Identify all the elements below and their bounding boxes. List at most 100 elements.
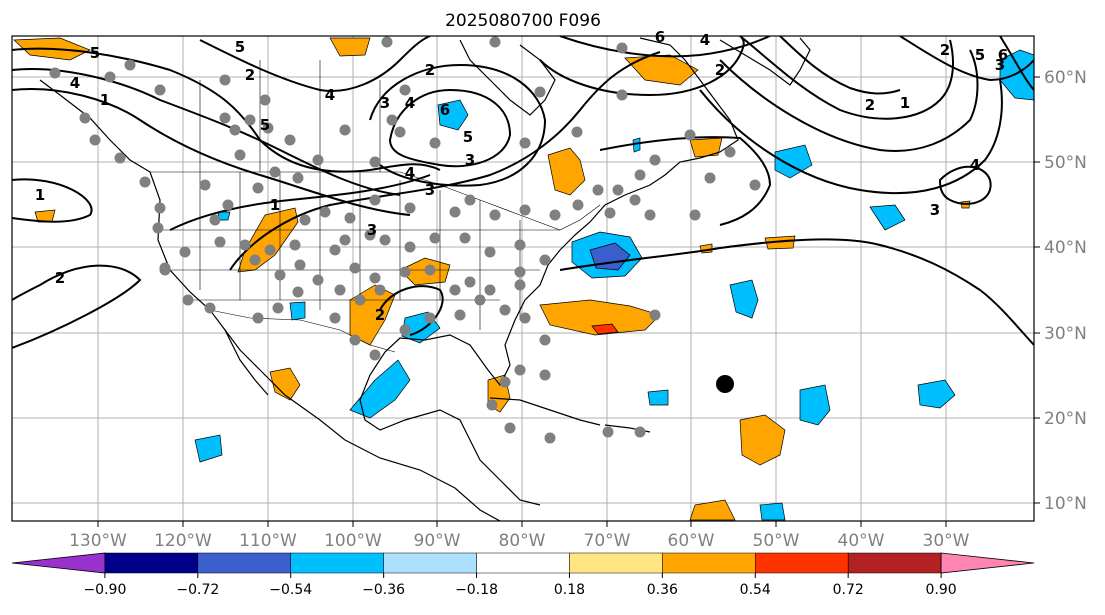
station-marker: [616, 89, 628, 101]
station-marker: [299, 214, 311, 226]
station-marker: [349, 334, 361, 346]
station-marker: [404, 202, 416, 214]
map-frame: [11, 35, 1035, 522]
anomaly-orange: [764, 235, 796, 250]
anomaly-cyan: [647, 389, 669, 406]
station-marker: [292, 286, 304, 298]
station-marker: [424, 312, 436, 324]
longitude-label: 90°W: [414, 531, 461, 551]
anomaly-red: [591, 323, 619, 335]
station-marker: [284, 134, 296, 146]
colorbar-tick-label: 0.36: [647, 582, 678, 598]
station-marker: [252, 182, 264, 194]
station-marker: [484, 284, 496, 296]
colorbar-tick-label: −0.72: [176, 582, 219, 598]
station-marker: [369, 349, 381, 361]
colorbar-segment: [383, 552, 477, 574]
station-marker: [249, 254, 261, 266]
contour-label: 4: [325, 86, 335, 104]
station-marker: [49, 67, 61, 79]
colorbar-segment: [197, 552, 291, 574]
coast-greenland: [719, 37, 811, 86]
station-marker: [364, 229, 376, 241]
station-marker: [272, 302, 284, 314]
map-background: [12, 36, 1034, 521]
station-marker: [514, 266, 526, 278]
station-marker: [369, 156, 381, 168]
station-marker: [571, 126, 583, 138]
latitude-label: 20°N: [1044, 409, 1087, 429]
station-marker: [592, 184, 604, 196]
station-marker: [379, 234, 391, 246]
station-markers: [49, 36, 761, 444]
contour-label: 3: [930, 201, 940, 219]
contour-label: 2: [715, 61, 725, 79]
colorbar-segment: [569, 552, 663, 574]
station-marker: [294, 259, 306, 271]
station-marker: [219, 112, 231, 124]
station-marker: [519, 204, 531, 216]
station-marker: [649, 309, 661, 321]
station-marker: [354, 294, 366, 306]
colorbar-segment: [662, 552, 756, 574]
anomaly-cyan: [437, 99, 469, 131]
station-marker: [374, 284, 386, 296]
station-marker: [539, 369, 551, 381]
latitude-label: 40°N: [1044, 238, 1087, 258]
colorbar-segment: [755, 552, 849, 574]
station-marker: [154, 84, 166, 96]
station-marker: [244, 114, 256, 126]
contour-label: 5: [463, 128, 473, 146]
longitude-axis: 130°W 120°W 110°W 100°W 90°W 80°W 70°W 60°W 50°W…: [69, 521, 970, 551]
station-marker: [229, 124, 241, 136]
station-marker: [399, 84, 411, 96]
contour-label: 2: [940, 41, 950, 59]
anomaly-cyan: [759, 502, 786, 521]
station-marker: [329, 312, 341, 324]
station-marker: [429, 232, 441, 244]
contour-label: 5: [235, 38, 245, 56]
station-marker: [464, 276, 476, 288]
anomaly-orange: [329, 37, 371, 57]
station-marker: [319, 206, 331, 218]
contour-label: 3: [995, 56, 1005, 74]
station-marker: [449, 284, 461, 296]
station-marker: [612, 184, 624, 196]
station-marker: [399, 324, 411, 336]
contour-label: 1: [270, 196, 280, 214]
colorbar-segment: [940, 552, 1035, 574]
anomaly-cyan: [729, 279, 759, 319]
map-content: [12, 36, 1034, 521]
province-lines: [199, 60, 381, 172]
station-marker: [274, 269, 286, 281]
station-marker: [724, 146, 736, 158]
contour-label: 5: [260, 116, 270, 134]
latitude-label: 50°N: [1044, 153, 1087, 173]
longitude-label: 70°W: [584, 531, 631, 551]
colorbar-tick-label: 0.54: [740, 582, 771, 598]
station-marker: [489, 36, 501, 48]
station-marker: [369, 272, 381, 284]
station-marker: [264, 244, 276, 256]
station-marker: [259, 94, 271, 106]
station-marker: [499, 304, 511, 316]
contour-label: 4: [970, 156, 980, 174]
contour-label: 2: [245, 66, 255, 84]
station-marker: [381, 36, 393, 48]
contour-label: 5: [90, 44, 100, 62]
station-marker: [424, 264, 436, 276]
station-marker: [394, 126, 406, 138]
coast-gulf-atlantic: [359, 249, 561, 506]
coast-cuba: [489, 397, 601, 426]
station-marker: [292, 172, 304, 184]
station-marker: [484, 246, 496, 258]
contour-label: 1: [100, 91, 110, 109]
contour-label: 4: [70, 74, 80, 92]
station-marker: [344, 212, 356, 224]
station-marker: [689, 209, 701, 221]
border-us-mexico: [209, 309, 396, 353]
station-marker: [179, 246, 191, 258]
station-marker: [616, 42, 628, 54]
station-marker: [449, 206, 461, 218]
anomaly-cyan: [349, 359, 411, 419]
